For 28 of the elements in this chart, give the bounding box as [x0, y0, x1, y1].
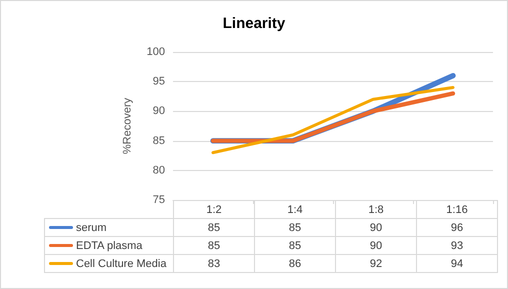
legend-label: Cell Culture Media [44, 254, 174, 272]
data-label: 86 [254, 254, 336, 272]
data-label: 92 [336, 254, 416, 272]
y-tick-label: 95 [152, 76, 165, 88]
x-tick-label: 1:16 [416, 200, 498, 218]
y-tick-label: 75 [152, 194, 165, 206]
data-label: 90 [336, 236, 416, 254]
y-tick-label: 100 [146, 46, 165, 58]
data-label: 85 [254, 218, 336, 236]
y-tick-label: 90 [152, 105, 165, 118]
x-tick-label: 1:4 [254, 200, 336, 218]
x-tick-label: 1:8 [336, 200, 416, 218]
legend-label: EDTA plasma [44, 236, 174, 254]
y-tick-label: 80 [152, 164, 165, 176]
data-label: 90 [336, 218, 416, 236]
data-label: 96 [416, 218, 498, 236]
chart-title: Linearity [222, 15, 286, 32]
data-label: 83 [174, 254, 254, 272]
x-tick-label: 1:2 [174, 200, 254, 218]
data-label: 85 [254, 236, 336, 254]
legend-label: serum [44, 218, 174, 236]
data-label: 94 [416, 254, 498, 272]
data-label: 85 [174, 218, 254, 236]
data-label: 85 [174, 236, 254, 254]
y-tick-label: 85 [152, 134, 165, 147]
line-series [212, 86, 454, 154]
y-axis-title: %Recovery [122, 97, 134, 154]
data-label: 93 [416, 236, 498, 254]
